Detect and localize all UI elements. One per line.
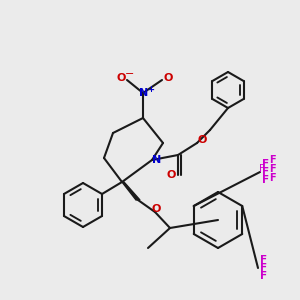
Text: F: F (260, 271, 267, 281)
Text: F: F (269, 155, 275, 165)
Text: F: F (269, 173, 275, 183)
Text: O: O (116, 73, 126, 83)
Text: F: F (262, 175, 269, 185)
Text: N: N (140, 88, 148, 98)
Text: O: O (151, 204, 161, 214)
Text: F: F (260, 255, 267, 265)
Text: −: − (125, 69, 135, 79)
Text: N: N (152, 155, 162, 165)
Text: O: O (197, 135, 207, 145)
Polygon shape (122, 182, 140, 200)
Text: F: F (262, 167, 269, 177)
Text: O: O (163, 73, 173, 83)
Text: O: O (166, 170, 176, 180)
Text: F: F (259, 164, 265, 174)
Text: F: F (262, 159, 269, 169)
Text: +: + (148, 85, 154, 94)
Text: F: F (260, 263, 267, 273)
Text: F: F (269, 164, 275, 174)
